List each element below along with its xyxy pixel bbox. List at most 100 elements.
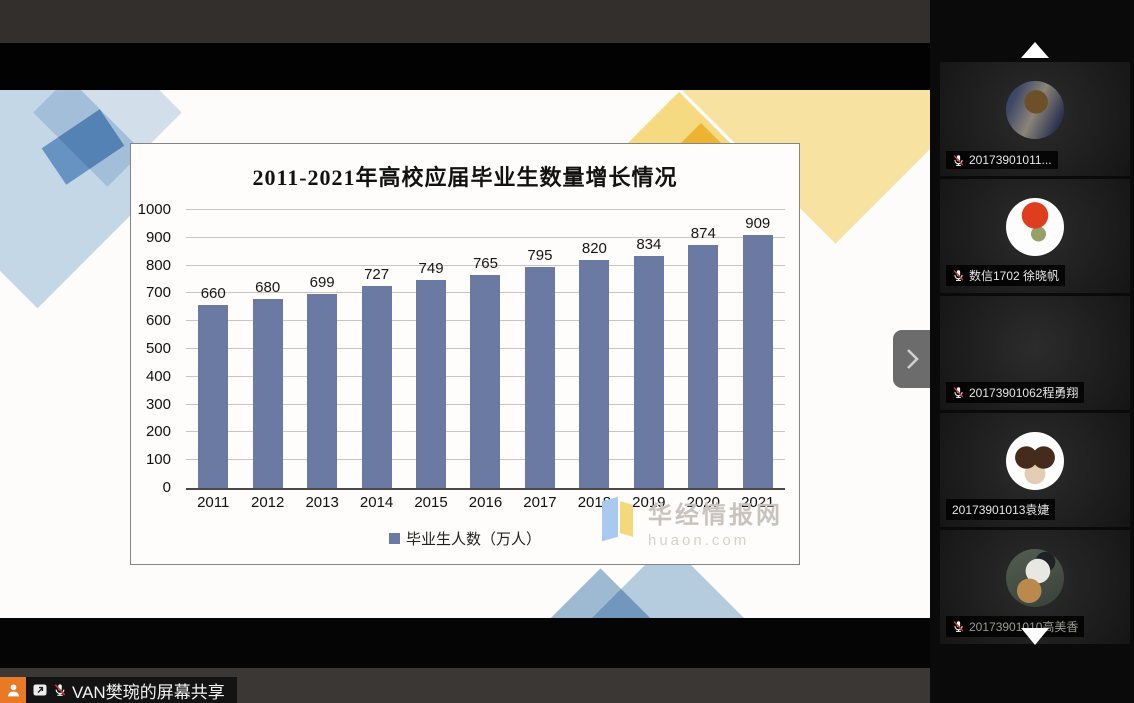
- bar-column: 795: [513, 210, 567, 488]
- participant-avatar: [1006, 432, 1064, 490]
- y-tick-label: 600: [145, 312, 171, 330]
- participant-tile[interactable]: 20173901013袁婕: [940, 413, 1130, 527]
- y-tick-label: 900: [145, 228, 171, 246]
- bar-value-label: 834: [636, 236, 662, 254]
- participant-name: 20173901011...: [969, 153, 1052, 167]
- bar-value-label: 765: [472, 255, 498, 273]
- y-tick-label: 400: [145, 367, 171, 385]
- bar-column: 909: [731, 210, 785, 488]
- legend-swatch: [388, 533, 400, 544]
- scroll-up-arrow-icon[interactable]: [1021, 42, 1049, 58]
- x-axis: 2011 2012 2013 2014 2015 2016 2017 2018 2019 2020…: [186, 494, 785, 511]
- participant-avatar: [1006, 81, 1064, 139]
- x-tick-label: 2012: [250, 494, 285, 511]
- x-tick-label: 2014: [359, 494, 394, 511]
- y-tick-label: 200: [145, 423, 171, 441]
- bar-value-label: 680: [255, 278, 281, 296]
- y-tick-label: 800: [145, 256, 171, 274]
- participant-avatar: [1006, 315, 1064, 373]
- participant-name-badge: 20173901011...: [946, 151, 1058, 169]
- x-tick-label: 2019: [632, 494, 666, 511]
- bar: [252, 298, 283, 488]
- bar: [198, 304, 229, 488]
- watermark-domain: huaon.com: [648, 532, 750, 549]
- x-tick-label: 2011: [197, 494, 230, 511]
- y-tick-label: 0: [162, 479, 171, 496]
- mic-muted-icon: [953, 387, 964, 398]
- presentation-slide: 2011-2021年高校应届毕业生数量增长情况 0 100 200 300 400 500…: [0, 90, 930, 618]
- huaon-logo-icon: [600, 495, 642, 545]
- expand-panel-button[interactable]: [893, 330, 930, 388]
- gridline: [186, 264, 785, 266]
- bar-column: 749: [404, 210, 458, 488]
- legend-label: 毕业生人数（万人）: [405, 531, 541, 548]
- shared-window-titlebar: [0, 0, 930, 43]
- bar-column: 820: [567, 210, 621, 488]
- participant-tile[interactable]: 20173901011...: [940, 62, 1130, 176]
- bar-value-label: 660: [200, 284, 226, 302]
- mic-muted-icon: [953, 270, 964, 281]
- x-tick-label: 2017: [523, 494, 557, 511]
- bar: [633, 256, 664, 488]
- letterbox-bottom: [0, 618, 930, 668]
- screen-share-indicator[interactable]: VAN樊琬的屏幕共享: [0, 677, 237, 703]
- participant-name: 数信1702 徐晓帆: [969, 269, 1060, 283]
- bar-value-label: 874: [690, 225, 716, 243]
- y-tick-label: 100: [145, 451, 171, 469]
- participant-avatar: [1006, 549, 1064, 607]
- participant-name-badge: 数信1702 徐晓帆: [946, 265, 1066, 286]
- bar: [416, 279, 447, 488]
- bar: [688, 245, 719, 488]
- participant-list: 20173901011... 数信1702 徐晓帆 20173901062程勇翔 20…: [940, 62, 1130, 647]
- bar-column: 834: [622, 210, 676, 488]
- bar-value-label: 795: [527, 247, 553, 264]
- bar-value-label: 820: [581, 240, 607, 258]
- participant-avatar: [1006, 198, 1064, 256]
- y-axis: 0 100 200 300 400 500 600 700 800 900 1000: [131, 201, 179, 496]
- participant-name: 20173901062程勇翔: [969, 386, 1079, 400]
- bar-series: 660 680 699 727 749 765 795 820 834 874 909: [186, 210, 785, 488]
- x-tick-label: 2015: [414, 494, 448, 511]
- bar: [524, 267, 555, 488]
- mic-muted-icon: [54, 684, 66, 696]
- bar-value-label: 727: [364, 265, 390, 283]
- bar-column: 727: [349, 210, 403, 488]
- bar-value-label: 909: [745, 215, 771, 233]
- scroll-down-arrow-icon[interactable]: [1021, 628, 1049, 645]
- chart-plot-area: 660 680 699 727 749 765 795 820 834 874 909: [186, 209, 785, 490]
- y-tick-label: 500: [145, 340, 171, 357]
- participant-name-badge: 20173901013袁婕: [946, 499, 1056, 520]
- bar: [307, 293, 338, 488]
- y-tick-label: 300: [145, 395, 171, 413]
- sharer-name: VAN樊琬的屏幕共享: [72, 682, 225, 702]
- chevron-right-icon: [906, 349, 919, 369]
- participant-tile[interactable]: 数信1702 徐晓帆: [940, 179, 1130, 293]
- y-tick-label: 700: [145, 284, 171, 302]
- bar-chart: 2011-2021年高校应届毕业生数量增长情况 0 100 200 300 400 500…: [130, 143, 800, 565]
- gridline: [186, 236, 785, 238]
- bar: [579, 260, 610, 488]
- participant-name-badge: 20173901062程勇翔: [946, 382, 1085, 403]
- bar-column: 874: [676, 210, 730, 488]
- bar-column: 699: [295, 210, 349, 488]
- person-icon: [7, 683, 19, 696]
- chart-title: 2011-2021年高校应届毕业生数量增长情况: [252, 165, 678, 190]
- chart-legend: 毕业生人数（万人）: [131, 528, 799, 549]
- bar-column: 680: [240, 210, 294, 488]
- watermark-name: 华经情报网: [648, 502, 783, 529]
- bar-value-label: 749: [418, 259, 444, 277]
- x-tick-label: 2021: [741, 494, 775, 511]
- bar: [742, 235, 773, 488]
- mic-muted-icon: [953, 154, 964, 166]
- participant-tile[interactable]: 20173901062程勇翔: [940, 296, 1130, 410]
- presenter-badge: [0, 677, 26, 703]
- participant-name-badge: 20173901010高美香: [946, 616, 1085, 637]
- screen-share-stage: 2011-2021年高校应届毕业生数量增长情况 0 100 200 300 400 500…: [0, 0, 930, 703]
- y-tick-label: 1000: [137, 201, 171, 218]
- x-tick-label: 2016: [468, 494, 503, 511]
- gridline: [186, 209, 785, 210]
- letterbox-top: [0, 43, 930, 90]
- participants-panel: 20173901011... 数信1702 徐晓帆 20173901062程勇翔 20…: [930, 0, 1134, 703]
- share-label: VAN樊琬的屏幕共享: [26, 677, 237, 703]
- participant-tile[interactable]: 20173901010高美香: [940, 530, 1130, 644]
